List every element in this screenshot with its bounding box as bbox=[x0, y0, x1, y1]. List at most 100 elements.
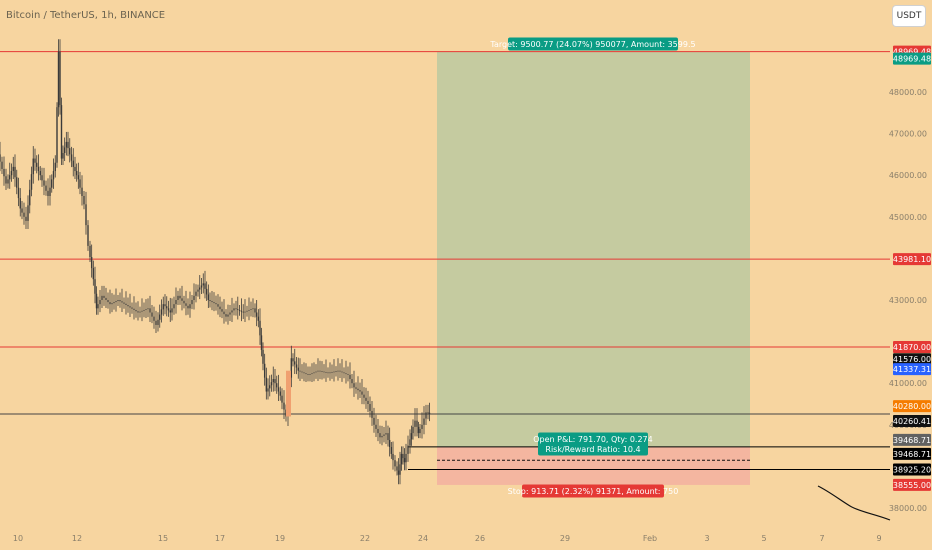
candle-body bbox=[297, 367, 299, 371]
candle-body bbox=[231, 310, 233, 313]
candle-body bbox=[62, 153, 64, 159]
candle-body bbox=[281, 395, 283, 403]
candle-body bbox=[12, 166, 14, 172]
candle-body bbox=[309, 374, 311, 375]
price-label[interactable]: 41870.00 bbox=[893, 341, 931, 354]
candle-body bbox=[341, 371, 343, 373]
currency-button[interactable]: USDT bbox=[892, 5, 926, 27]
price-label-bg bbox=[893, 447, 931, 460]
candle-body bbox=[240, 310, 243, 312]
candle-body bbox=[269, 385, 271, 389]
price-label[interactable]: 40260.41 bbox=[893, 414, 931, 427]
price-label[interactable]: 40280.00 bbox=[893, 400, 931, 413]
candle-body bbox=[303, 372, 305, 374]
stop-label[interactable]: Stop: 913.71 (2.32%) 91371, Amount: 750 bbox=[508, 484, 679, 498]
candle-body bbox=[59, 51, 61, 106]
candle-body bbox=[70, 154, 73, 161]
price-label-text: 38555.00 bbox=[893, 481, 931, 490]
candle-body bbox=[353, 383, 355, 388]
candle-body bbox=[295, 364, 298, 368]
candle-body bbox=[425, 412, 427, 419]
price-label-bg bbox=[893, 52, 931, 65]
candle-body bbox=[166, 306, 168, 309]
candle-body bbox=[99, 300, 101, 305]
candle-body bbox=[403, 458, 406, 463]
candle-body bbox=[359, 390, 361, 392]
candle-body bbox=[63, 147, 66, 154]
price-label[interactable]: 38925.20 bbox=[893, 463, 931, 476]
x-tick-label: Feb bbox=[643, 534, 657, 543]
pnl-label-text: Risk/Reward Ratio: 10.4 bbox=[545, 445, 640, 454]
target-label-text: Target: 9500.77 (24.07%) 950077, Amount:… bbox=[489, 40, 695, 49]
candle-body bbox=[219, 306, 221, 310]
chart-title: Bitcoin / TetherUS, 1h, BINANCE bbox=[6, 10, 166, 21]
y-tick-label: 45000.00 bbox=[889, 213, 927, 222]
candle-body bbox=[131, 307, 133, 309]
price-label[interactable]: 41576.00 bbox=[893, 353, 931, 366]
price-label[interactable]: 39468.71 bbox=[893, 433, 931, 446]
candle-body bbox=[121, 301, 123, 303]
candle-body bbox=[135, 309, 137, 312]
candle-body bbox=[207, 294, 210, 300]
target-label[interactable]: Target: 9500.77 (24.07%) 950077, Amount:… bbox=[489, 37, 696, 51]
candle-body bbox=[315, 371, 317, 373]
candle-body bbox=[175, 300, 177, 305]
price-label-bg bbox=[893, 478, 931, 491]
candle-body bbox=[139, 311, 141, 313]
candle-body bbox=[283, 402, 285, 410]
candle-body bbox=[125, 303, 127, 305]
candle-body bbox=[27, 205, 29, 221]
price-label[interactable]: 43981.10 bbox=[893, 253, 931, 266]
candle-body bbox=[153, 316, 155, 321]
candle-body bbox=[417, 426, 420, 434]
candle-body bbox=[294, 361, 296, 365]
candle-body bbox=[9, 175, 11, 180]
candle-body bbox=[325, 371, 327, 373]
candle-body bbox=[223, 311, 225, 315]
candle-body bbox=[409, 439, 411, 446]
candle-body bbox=[95, 293, 98, 309]
candle-body bbox=[290, 358, 293, 378]
price-label[interactable]: 41337.31 bbox=[893, 363, 931, 376]
candle-body bbox=[233, 308, 235, 311]
x-tick-label: 10 bbox=[13, 534, 23, 543]
candle-body bbox=[276, 383, 278, 388]
candle-body bbox=[392, 453, 394, 461]
candle-body bbox=[30, 174, 33, 190]
candle-body bbox=[414, 420, 416, 427]
candle-body bbox=[371, 410, 373, 418]
candle-body bbox=[57, 51, 60, 108]
candle-body bbox=[267, 388, 269, 392]
candle-body bbox=[87, 225, 89, 246]
x-tick-label: 7 bbox=[819, 534, 824, 543]
price-label[interactable]: 48969.48 bbox=[893, 52, 931, 65]
candle-body bbox=[56, 107, 58, 163]
candle-body bbox=[305, 373, 307, 375]
candle-body bbox=[229, 312, 231, 315]
candle-body bbox=[200, 285, 203, 288]
candle-body bbox=[137, 311, 139, 313]
candle-body bbox=[416, 420, 418, 427]
candle-body bbox=[365, 397, 367, 401]
candle-body bbox=[191, 300, 193, 305]
candle-body bbox=[221, 309, 223, 312]
price-label-text: 40260.41 bbox=[893, 417, 931, 426]
candle-body bbox=[81, 187, 83, 196]
candle-body bbox=[185, 303, 187, 306]
candle-body bbox=[36, 162, 38, 167]
candle-body bbox=[244, 311, 246, 313]
candle-body bbox=[65, 141, 68, 148]
projection-line bbox=[817, 485, 891, 521]
candle-body bbox=[103, 295, 105, 298]
candle-body bbox=[410, 433, 413, 440]
candle-body bbox=[1, 161, 3, 169]
candle-body bbox=[373, 417, 375, 425]
price-label[interactable]: 38555.00 bbox=[893, 478, 931, 491]
candle-body bbox=[74, 166, 76, 172]
pnl-label[interactable]: Open P&L: 791.70, Qty: 0.274Risk/Reward … bbox=[533, 432, 653, 456]
candle-body bbox=[16, 177, 18, 188]
candle-body bbox=[162, 304, 164, 310]
price-label[interactable]: 39468.71 bbox=[893, 447, 931, 460]
